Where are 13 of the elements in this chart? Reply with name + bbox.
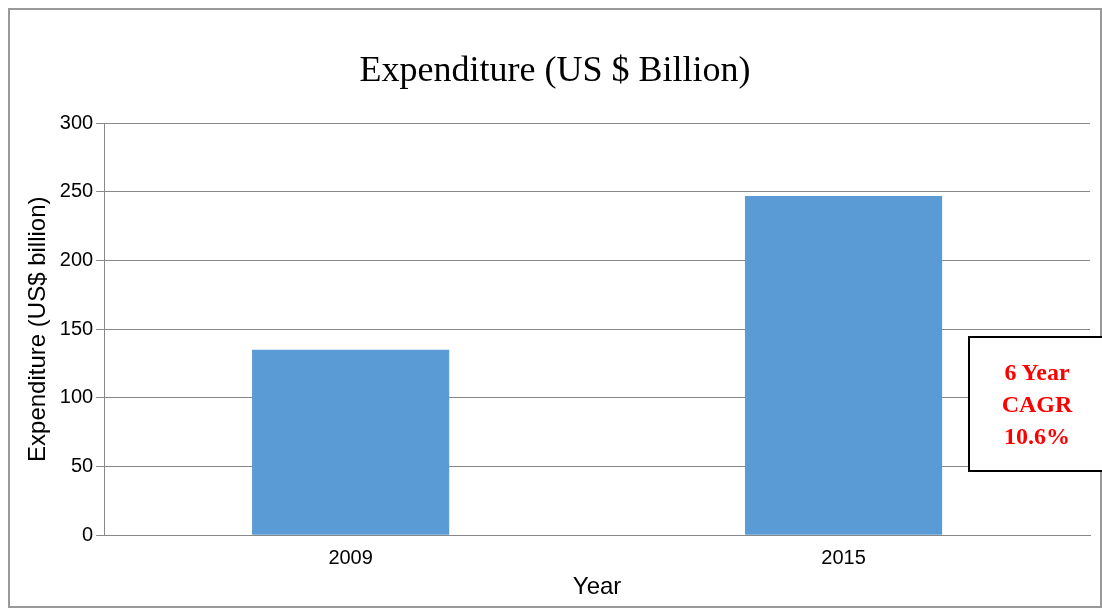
x-tick-label: 2009: [328, 545, 373, 568]
y-axis-title: Expenditure (US$ billion): [23, 196, 51, 462]
annotation: 6 Year CAGR 10.6%: [968, 336, 1102, 472]
y-tick-label: 100: [59, 385, 94, 408]
x-tick-label: 2015: [821, 545, 866, 568]
y-tick-label: 0: [82, 522, 94, 545]
y-tick-label: 250: [59, 179, 94, 202]
y-tick-label: 150: [59, 316, 94, 339]
y-tick-label: 300: [59, 110, 94, 133]
chart-title: Expenditure (US $ Billion): [359, 49, 751, 90]
x-axis-title: Year: [572, 572, 622, 600]
y-tick-label: 50: [70, 454, 94, 477]
y-tick-label: 200: [59, 248, 94, 271]
